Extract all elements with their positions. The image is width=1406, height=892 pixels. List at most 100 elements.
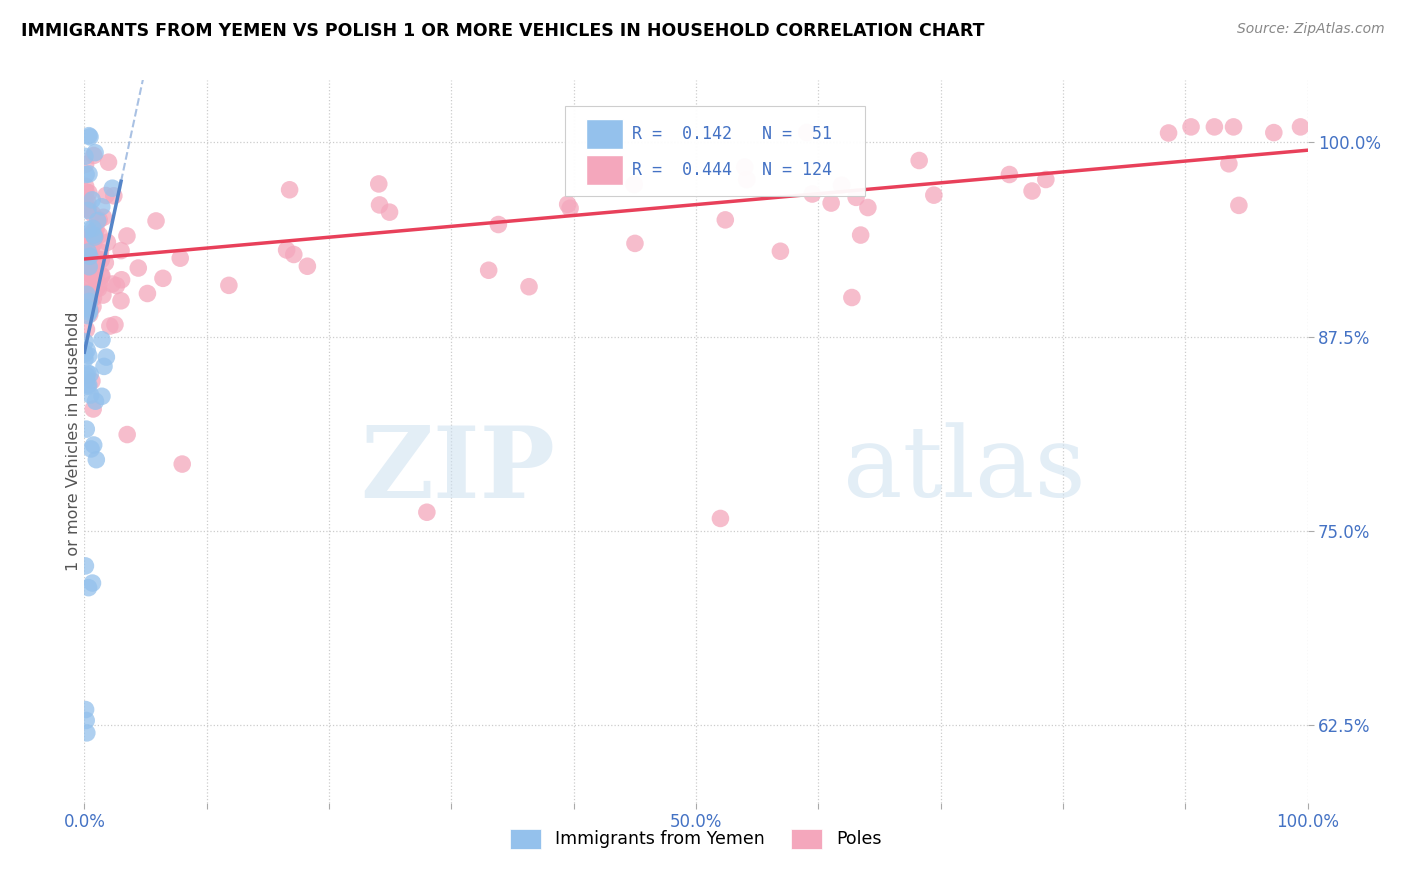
- Point: [75, 202, 97, 216]
- Point: [136, 286, 159, 301]
- Point: [845, 190, 868, 204]
- Point: [367, 177, 389, 191]
- Point: [76, 260, 98, 274]
- Point: [79, 302, 101, 317]
- Point: [91, 288, 114, 302]
- Point: [94, 188, 117, 202]
- Point: [79, 368, 101, 382]
- Point: [77, 186, 100, 200]
- Point: [82, 402, 104, 417]
- Point: [73, 334, 96, 349]
- Point: [83, 228, 105, 243]
- Text: R =  0.142   N =  51: R = 0.142 N = 51: [633, 125, 832, 143]
- Point: [77, 287, 100, 301]
- Point: [91, 333, 114, 347]
- Point: [714, 212, 737, 227]
- Point: [101, 277, 124, 291]
- Point: [94, 256, 117, 270]
- Point: [416, 505, 439, 519]
- Point: [79, 247, 101, 261]
- Point: [1035, 172, 1057, 186]
- Point: [77, 293, 100, 307]
- Point: [486, 218, 509, 232]
- Point: [80, 241, 103, 255]
- Point: [624, 236, 647, 251]
- Point: [75, 286, 97, 301]
- Point: [127, 260, 149, 275]
- Point: [75, 422, 97, 436]
- Point: [115, 229, 138, 244]
- Point: [76, 379, 98, 393]
- Point: [86, 213, 108, 227]
- Point: [998, 168, 1021, 182]
- Point: [82, 226, 104, 240]
- Point: [76, 372, 98, 386]
- Point: [115, 427, 138, 442]
- Point: [80, 260, 103, 274]
- Point: [378, 205, 401, 219]
- Point: [75, 714, 97, 728]
- Point: [75, 702, 97, 716]
- Point: [82, 268, 104, 283]
- FancyBboxPatch shape: [565, 105, 865, 196]
- Point: [93, 359, 115, 374]
- Point: [76, 195, 98, 210]
- Point: [76, 222, 98, 236]
- Point: [87, 281, 110, 295]
- Point: [77, 203, 100, 218]
- Point: [169, 251, 191, 265]
- Point: [80, 262, 103, 277]
- Point: [84, 282, 107, 296]
- Bar: [586, 119, 623, 149]
- Point: [75, 168, 97, 182]
- Point: [558, 201, 581, 215]
- Point: [517, 279, 540, 293]
- Point: [82, 291, 104, 305]
- Legend: Immigrants from Yemen, Poles: Immigrants from Yemen, Poles: [503, 822, 889, 855]
- Point: [76, 239, 98, 253]
- Point: [80, 288, 103, 302]
- Point: [368, 198, 391, 212]
- Point: [79, 307, 101, 321]
- Point: [90, 200, 112, 214]
- Point: [820, 196, 842, 211]
- Point: [623, 178, 645, 192]
- Point: [97, 155, 120, 169]
- Text: IMMIGRANTS FROM YEMEN VS POLISH 1 OR MORE VEHICLES IN HOUSEHOLD CORRELATION CHAR: IMMIGRANTS FROM YEMEN VS POLISH 1 OR MOR…: [21, 22, 984, 40]
- Point: [75, 196, 97, 211]
- Point: [77, 128, 100, 143]
- Point: [79, 129, 101, 144]
- Point: [856, 201, 879, 215]
- Point: [80, 259, 103, 273]
- Point: [79, 305, 101, 319]
- Point: [76, 230, 98, 244]
- Point: [1204, 120, 1226, 134]
- Point: [75, 266, 97, 280]
- Y-axis label: 1 or more Vehicles in Household: 1 or more Vehicles in Household: [66, 312, 80, 571]
- Point: [77, 244, 100, 259]
- Point: [831, 178, 853, 193]
- Point: [75, 157, 97, 171]
- Point: [172, 457, 194, 471]
- Point: [89, 277, 111, 292]
- Point: [84, 394, 107, 409]
- Point: [1289, 120, 1312, 134]
- Point: [1021, 184, 1043, 198]
- Point: [77, 581, 100, 595]
- Point: [709, 511, 731, 525]
- Point: [79, 302, 101, 317]
- Point: [75, 322, 97, 336]
- Point: [1227, 198, 1250, 212]
- Point: [1157, 126, 1180, 140]
- Point: [83, 236, 105, 251]
- Point: [98, 319, 121, 334]
- Point: [83, 148, 105, 162]
- Point: [76, 368, 98, 383]
- Point: [478, 263, 501, 277]
- Point: [75, 272, 97, 286]
- Point: [90, 268, 112, 283]
- Point: [105, 278, 128, 293]
- Point: [110, 273, 132, 287]
- Point: [80, 374, 103, 388]
- Point: [83, 228, 105, 243]
